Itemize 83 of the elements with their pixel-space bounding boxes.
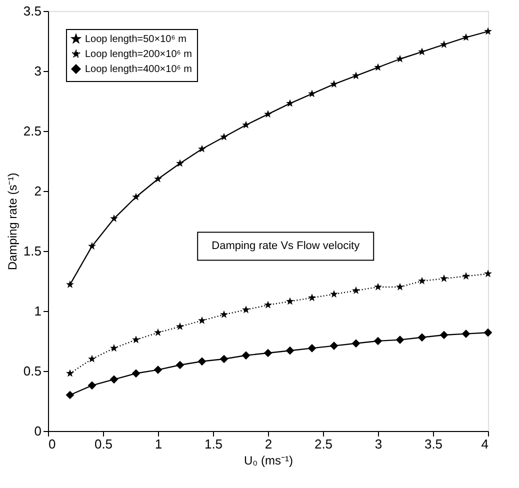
point — [88, 381, 96, 390]
point — [198, 357, 206, 366]
point — [396, 282, 404, 290]
point — [462, 330, 470, 338]
point — [264, 300, 272, 308]
point — [396, 54, 404, 62]
point — [418, 48, 426, 56]
y-axis-title: Damping rate (s⁻¹) — [5, 172, 20, 270]
x-tick-label: 2 — [264, 436, 272, 452]
legend-label: Loop length=400×10⁶ m — [85, 64, 192, 75]
point — [154, 174, 162, 182]
legend-label: Loop length=50×10⁶ m — [85, 34, 186, 45]
legend-label: Loop length=200×10⁶ m — [85, 49, 192, 60]
point — [484, 27, 492, 35]
y-tick-label: 1.5 — [23, 244, 42, 258]
y-tick-label: 3.5 — [23, 4, 42, 18]
point — [242, 351, 250, 360]
point — [352, 72, 360, 80]
point — [66, 390, 74, 400]
point — [176, 360, 184, 370]
x-tick-label: 1.5 — [204, 436, 223, 452]
x-tick-label: 4 — [481, 436, 488, 452]
point — [286, 346, 294, 355]
point — [374, 63, 382, 71]
point — [330, 290, 338, 298]
point — [440, 330, 448, 340]
point — [176, 322, 184, 330]
point — [308, 90, 316, 98]
x-axis-title: U₀ (ms⁻¹) — [244, 454, 293, 468]
point — [396, 336, 404, 344]
point — [330, 342, 338, 350]
y-tick-label: 2.5 — [23, 124, 42, 138]
point — [264, 348, 272, 358]
y-tick-label: 3 — [34, 64, 42, 78]
point — [88, 354, 96, 362]
point — [110, 375, 118, 384]
point — [484, 270, 492, 278]
point — [198, 144, 206, 152]
point — [418, 276, 426, 284]
annotation: Damping rate Vs Flow velocity — [212, 240, 360, 252]
point — [286, 99, 294, 107]
point — [462, 33, 470, 41]
point — [198, 316, 206, 324]
point — [352, 339, 360, 348]
point — [220, 132, 228, 140]
y-tick-label: 2 — [34, 184, 42, 198]
point — [176, 159, 184, 167]
y-tick-label: 0 — [34, 424, 42, 438]
point — [440, 274, 448, 282]
point — [66, 369, 74, 377]
x-tick-label: 1 — [154, 436, 162, 452]
point — [110, 344, 118, 352]
x-tick-label: 0.5 — [94, 436, 113, 452]
point — [66, 280, 74, 288]
point — [220, 310, 228, 318]
point — [308, 294, 316, 302]
point — [440, 40, 448, 48]
point — [132, 336, 140, 344]
point — [242, 120, 250, 128]
point — [110, 214, 118, 222]
point — [484, 328, 492, 337]
point — [308, 344, 316, 352]
point — [264, 110, 272, 118]
point — [132, 192, 140, 200]
x-tick-label: 2.5 — [314, 436, 333, 452]
point — [220, 354, 228, 364]
y-tick-label: 1 — [34, 304, 42, 318]
y-tick-label: 0.5 — [23, 364, 42, 378]
point — [154, 366, 162, 374]
point — [462, 272, 470, 280]
x-tick-label: 3 — [374, 436, 382, 452]
point — [330, 80, 338, 88]
point — [154, 328, 162, 336]
point — [242, 306, 250, 314]
point — [418, 333, 426, 342]
point — [352, 286, 360, 294]
point — [88, 242, 96, 250]
point — [374, 282, 382, 290]
x-tick-label: 3.5 — [424, 436, 443, 452]
x-tick-label: 0 — [48, 436, 56, 452]
point — [286, 297, 294, 305]
point — [374, 336, 382, 346]
point — [132, 369, 140, 378]
